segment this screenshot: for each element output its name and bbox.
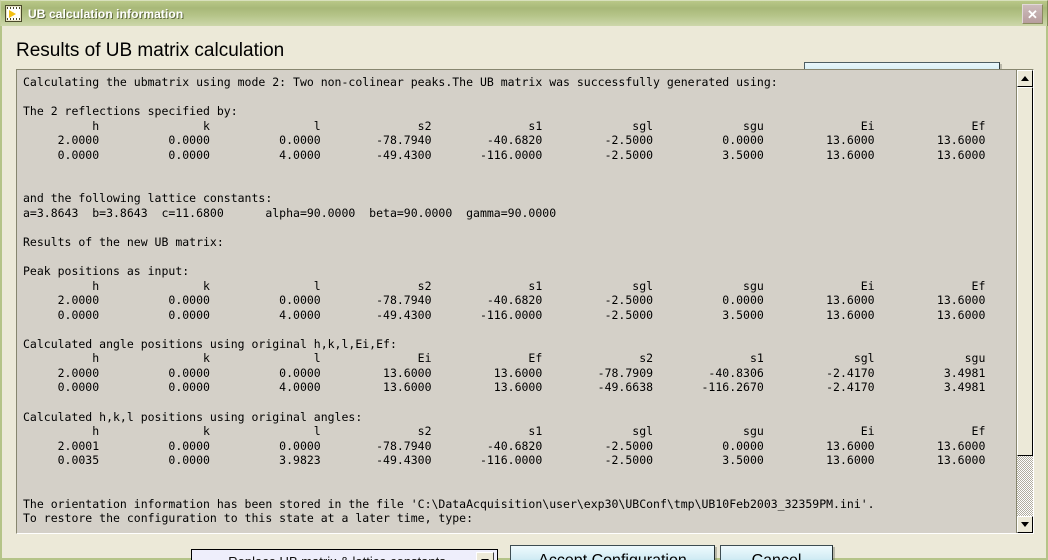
window-title: UB calculation information xyxy=(28,6,184,21)
scroll-up-button[interactable] xyxy=(1017,70,1033,87)
scroll-down-button[interactable] xyxy=(1017,516,1033,533)
scrollbar-track[interactable] xyxy=(1017,87,1033,516)
results-console-panel: Calculating the ubmatrix using mode 2: T… xyxy=(16,69,1034,534)
scrollbar-thumb[interactable] xyxy=(1017,87,1033,456)
scroll-up-arrow-icon xyxy=(1021,76,1029,81)
close-icon[interactable]: ✕ xyxy=(1022,4,1043,24)
labview-vi-icon xyxy=(5,5,22,22)
chevron-down-icon[interactable] xyxy=(476,552,494,560)
scroll-down-arrow-icon xyxy=(1021,522,1029,527)
cancel-button[interactable]: Cancel xyxy=(720,545,833,560)
results-console-text[interactable]: Calculating the ubmatrix using mode 2: T… xyxy=(23,75,986,526)
title-bar[interactable]: UB calculation information ✕ xyxy=(0,0,1048,26)
ub-mode-select[interactable]: Replace UB matrix & lattice constants xyxy=(191,549,498,560)
console-vertical-scrollbar[interactable] xyxy=(1016,70,1033,533)
window-client-area: Results of UB matrix calculation Send re… xyxy=(0,26,1048,560)
accept-configuration-button[interactable]: Accept Configuration xyxy=(510,545,715,560)
ub-mode-select-value: Replace UB matrix & lattice constants xyxy=(192,554,476,560)
page-title: Results of UB matrix calculation xyxy=(16,40,285,61)
